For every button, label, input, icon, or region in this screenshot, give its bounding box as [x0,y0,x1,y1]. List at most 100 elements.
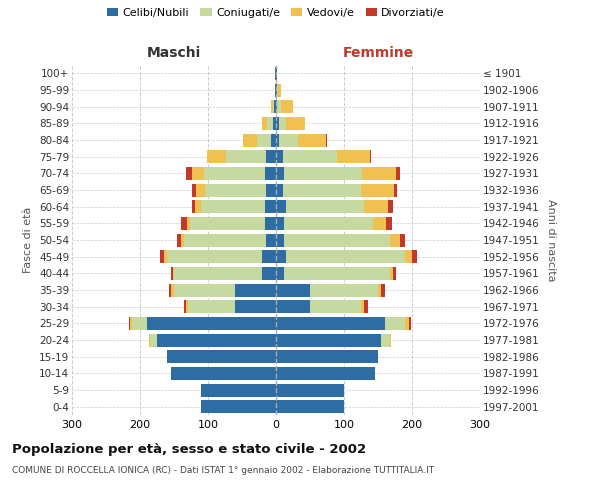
Bar [149,334,150,346]
Bar [266,234,276,246]
Bar [284,267,389,280]
Bar [364,300,368,313]
Bar [265,217,276,230]
Bar [362,167,397,180]
Y-axis label: Fasce di età: Fasce di età [23,207,34,273]
Bar [281,100,293,113]
Text: Femmine: Femmine [343,46,413,60]
Bar [276,384,344,396]
Bar [167,250,262,263]
Bar [389,334,391,346]
Bar [284,234,389,246]
Bar [262,250,276,263]
Bar [193,184,196,196]
Bar [160,250,164,263]
Bar [272,117,276,130]
Bar [184,300,185,313]
Bar [132,317,147,330]
Bar [382,334,389,346]
Bar [266,184,276,196]
Bar [235,300,276,313]
Bar [409,317,410,330]
Bar [310,300,361,313]
Bar [276,150,283,163]
Bar [286,117,305,130]
Text: Popolazione per età, sesso e stato civile - 2002: Popolazione per età, sesso e stato civil… [12,442,366,456]
Bar [262,267,276,280]
Bar [272,100,274,113]
Bar [389,267,393,280]
Bar [373,217,386,230]
Bar [206,150,226,163]
Bar [170,267,173,280]
Bar [397,167,400,180]
Bar [186,167,191,180]
Bar [188,300,235,313]
Bar [298,134,326,146]
Bar [284,217,373,230]
Bar [310,284,378,296]
Bar [173,267,174,280]
Bar [286,200,364,213]
Bar [276,234,284,246]
Bar [279,117,286,130]
Bar [284,167,362,180]
Bar [378,284,382,296]
Bar [178,234,181,246]
Bar [388,200,393,213]
Bar [361,300,364,313]
Bar [190,217,265,230]
Bar [283,184,361,196]
Bar [147,317,276,330]
Bar [276,284,310,296]
Bar [195,200,200,213]
Bar [276,200,286,213]
Bar [370,150,371,163]
Bar [167,350,276,363]
Y-axis label: Anni di nascita: Anni di nascita [546,198,556,281]
Bar [276,134,280,146]
Bar [226,150,266,163]
Bar [235,284,276,296]
Bar [276,350,378,363]
Bar [181,234,184,246]
Bar [276,117,279,130]
Bar [278,84,281,96]
Bar [184,234,266,246]
Bar [201,384,276,396]
Bar [187,217,190,230]
Bar [129,317,130,330]
Legend: Celibi/Nubili, Coniugati/e, Vedovi/e, Divorziati/e: Celibi/Nubili, Coniugati/e, Vedovi/e, Di… [107,8,445,18]
Bar [262,117,267,130]
Bar [204,167,265,180]
Text: COMUNE DI ROCCELLA IONICA (RC) - Dati ISTAT 1° gennaio 2002 - Elaborazione TUTTI: COMUNE DI ROCCELLA IONICA (RC) - Dati IS… [12,466,434,475]
Bar [185,300,188,313]
Bar [283,150,337,163]
Bar [174,284,235,296]
Bar [244,134,257,146]
Bar [389,234,400,246]
Bar [382,284,385,296]
Text: Maschi: Maschi [147,46,201,60]
Bar [174,267,262,280]
Bar [400,234,405,246]
Bar [150,334,157,346]
Bar [276,167,284,180]
Bar [257,134,271,146]
Bar [191,167,204,180]
Bar [385,317,405,330]
Bar [393,267,397,280]
Bar [361,184,394,196]
Bar [276,250,286,263]
Bar [275,67,276,80]
Bar [265,200,276,213]
Bar [386,217,392,230]
Bar [170,367,276,380]
Bar [405,317,409,330]
Bar [277,100,281,113]
Bar [200,200,265,213]
Bar [267,117,272,130]
Bar [130,317,132,330]
Bar [276,267,284,280]
Bar [271,134,276,146]
